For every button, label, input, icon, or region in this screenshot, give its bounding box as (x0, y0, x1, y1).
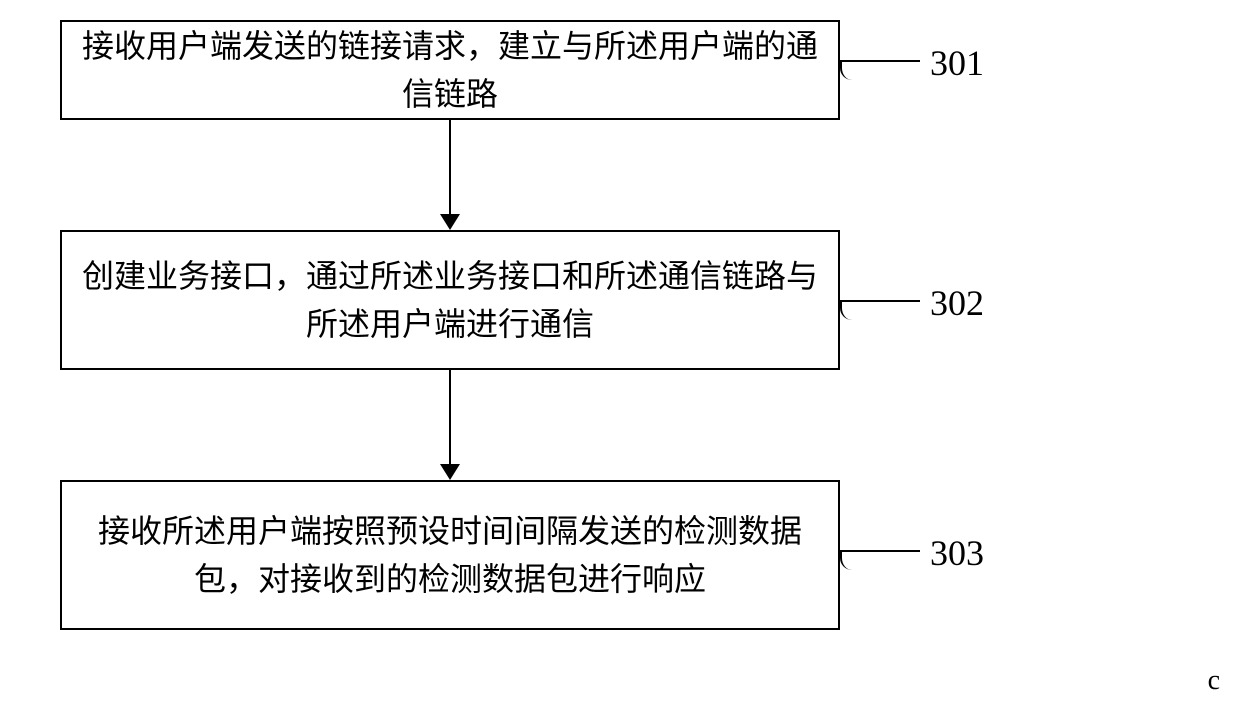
node-3-text: 接收所述用户端按照预设时间间隔发送的检测数据包，对接收到的检测数据包进行响应 (82, 507, 818, 603)
node-2-text: 创建业务接口，通过所述业务接口和所述通信链路与所述用户端进行通信 (82, 252, 818, 348)
arrow-2-3-head (440, 464, 460, 480)
flowchart-node-3: 接收所述用户端按照预设时间间隔发送的检测数据包，对接收到的检测数据包进行响应 (60, 480, 840, 630)
connector-3 (840, 550, 920, 570)
flowchart-node-1: 接收用户端发送的链接请求，建立与所述用户端的通信链路 (60, 20, 840, 120)
arrow-1-2-line (449, 120, 451, 214)
arrow-2-3-line (449, 370, 451, 464)
flowchart-node-2: 创建业务接口，通过所述业务接口和所述通信链路与所述用户端进行通信 (60, 230, 840, 370)
connector-1 (840, 60, 920, 80)
node-2-label: 302 (930, 282, 984, 324)
node-3-label: 303 (930, 532, 984, 574)
node-1-label: 301 (930, 42, 984, 84)
node-1-text: 接收用户端发送的链接请求，建立与所述用户端的通信链路 (82, 22, 818, 118)
arrow-1-2-head (440, 214, 460, 230)
corner-mark: c (1208, 665, 1220, 697)
connector-2 (840, 300, 920, 320)
